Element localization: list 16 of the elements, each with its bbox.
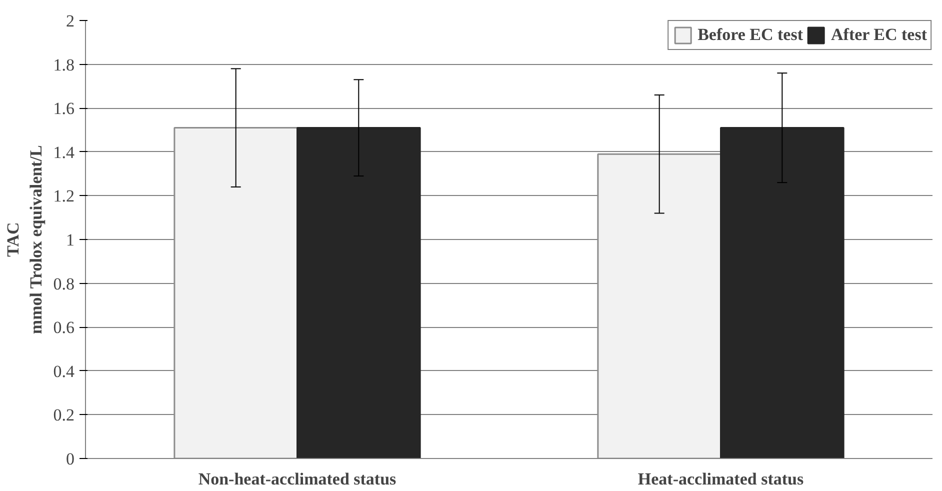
y-axis-title: TAC mmol Trolox equivalent/L [3, 145, 46, 334]
x-tick-label: Heat-acclimated status [638, 470, 804, 488]
y-tick-label: 0.4 [53, 362, 75, 381]
y-tick-label: 1.4 [53, 142, 75, 162]
y-tick-label: 0.6 [53, 318, 74, 338]
x-tick-label: Non-heat-acclimated status [198, 470, 397, 488]
legend-label: Before EC test [698, 25, 804, 45]
y-tick-label: 0.8 [53, 274, 74, 294]
y-tick-label: 1 [66, 230, 74, 250]
y-tick-label: 1.8 [53, 55, 74, 74]
y-tick-label: 0.2 [53, 406, 74, 425]
legend-label: After EC test [831, 25, 927, 45]
y-tick-label: 2 [66, 12, 74, 30]
y-tick-label: 0 [66, 450, 74, 468]
y-tick-label: 1.2 [53, 186, 74, 206]
y-tick-label: 1.6 [53, 99, 74, 118]
